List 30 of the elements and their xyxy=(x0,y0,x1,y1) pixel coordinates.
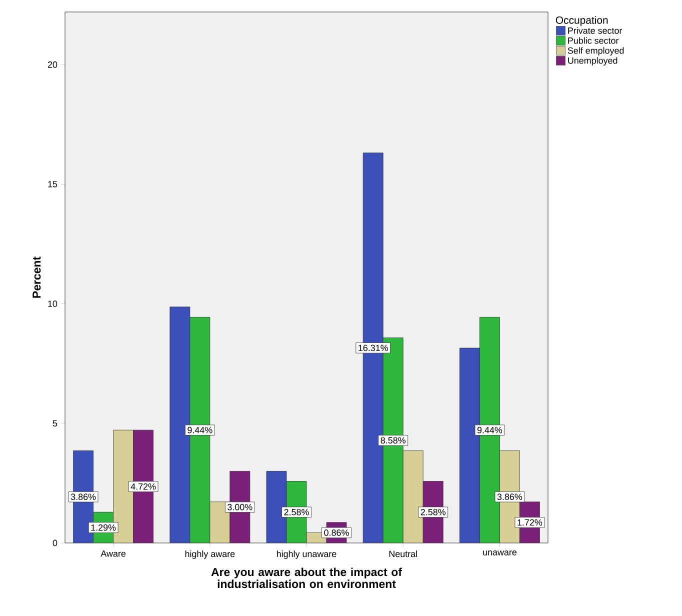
data-label: 1.72% xyxy=(518,519,542,526)
data-label: 9.44% xyxy=(477,426,502,434)
data-label: 3.86% xyxy=(70,494,96,500)
y-tick-label: 10 xyxy=(48,300,58,307)
x-tick-label: highly aware xyxy=(185,550,235,559)
legend-title: Occupation xyxy=(556,16,608,26)
legend-label: Self employed xyxy=(568,47,624,56)
data-label: 4.72% xyxy=(130,483,156,490)
x-tick-label: Aware xyxy=(100,550,126,557)
data-label: 9.44% xyxy=(188,426,212,434)
legend-label: Public sector xyxy=(568,37,619,44)
legend-label: Unemployed xyxy=(568,57,618,66)
data-label: 1.29% xyxy=(91,524,116,531)
y-axis-title: Percent xyxy=(32,256,41,298)
legend-label: Private sector xyxy=(568,27,622,34)
data-label: 3.86% xyxy=(497,494,522,500)
data-label: 0.86% xyxy=(324,530,349,536)
y-tick-label: 15 xyxy=(48,181,58,188)
data-label: 8.58% xyxy=(380,437,406,444)
data-label: 2.58% xyxy=(284,508,309,516)
y-tick-label: 5 xyxy=(52,420,58,427)
data-label: 16.31% xyxy=(358,344,388,352)
data-label: 2.58% xyxy=(420,508,446,516)
x-tick-label: highly unaware xyxy=(276,550,336,559)
x-axis-title: Are you aware about the impact of industrialisation on environment xyxy=(211,568,402,588)
x-tick-label: unaware xyxy=(483,550,517,556)
y-tick-label: 20 xyxy=(48,61,58,68)
y-tick-label: 0 xyxy=(52,540,58,546)
data-label: 3.00% xyxy=(228,504,252,510)
x-tick-label: Neutral xyxy=(389,550,417,558)
